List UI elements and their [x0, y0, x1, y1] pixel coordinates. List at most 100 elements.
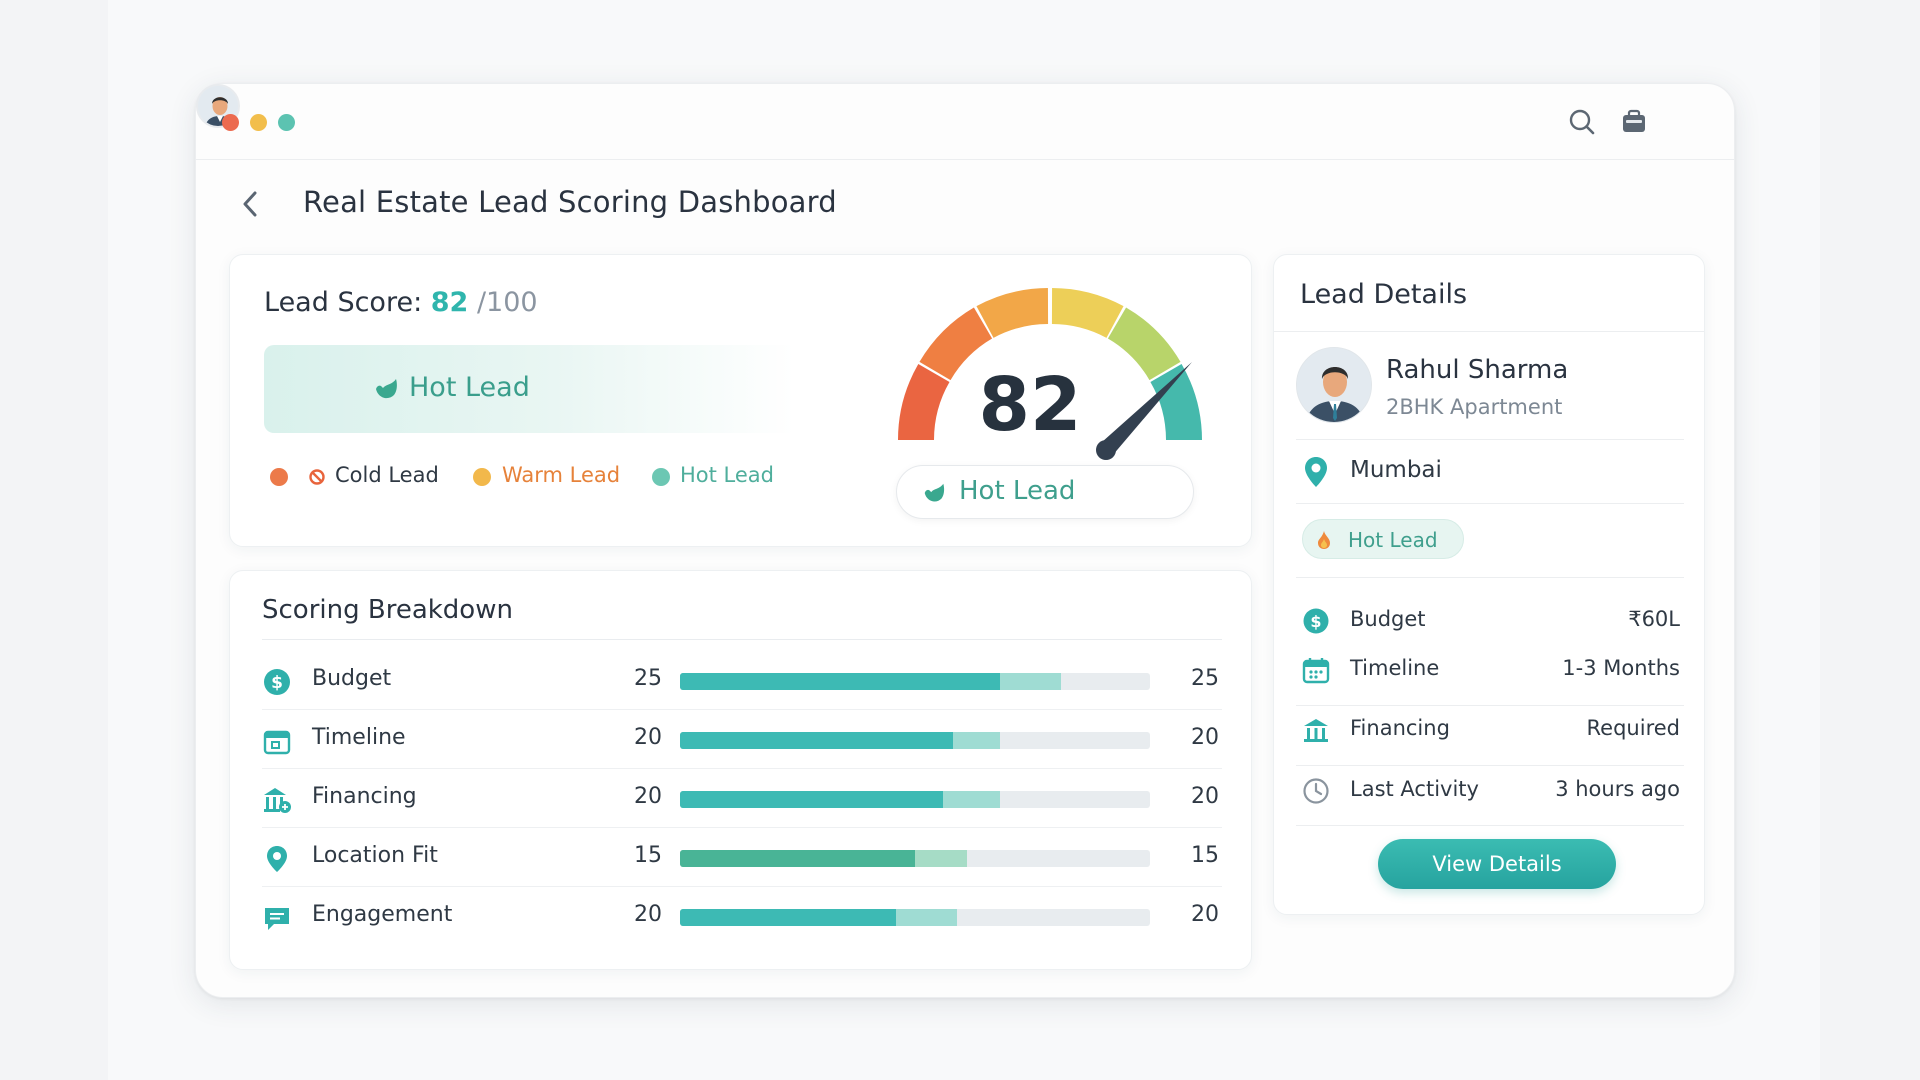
breakdown-row-financing: Financing 20 20 — [262, 769, 1222, 828]
detail-label: Last Activity — [1350, 777, 1479, 801]
lead-score-label: Lead Score: — [264, 287, 423, 318]
clock-icon — [1303, 778, 1329, 804]
breakdown-score: 20 — [634, 902, 662, 927]
breakdown-label: Engagement — [312, 902, 453, 927]
lead-score-max: /100 — [476, 287, 538, 318]
flame-icon — [1318, 531, 1330, 549]
divider — [1296, 825, 1684, 826]
lead-property: 2BHK Apartment — [1386, 395, 1563, 419]
search-icon[interactable] — [1566, 106, 1598, 138]
scoring-breakdown-title: Scoring Breakdown — [262, 595, 513, 625]
divider — [1274, 331, 1704, 332]
score-gauge: 82 — [897, 288, 1202, 460]
no-symbol-icon — [309, 469, 325, 485]
back-arrow-icon[interactable] — [236, 186, 266, 222]
chat-icon — [265, 908, 289, 930]
breakdown-score: 20 — [634, 725, 662, 750]
detail-label: Budget — [1350, 607, 1426, 631]
detail-value: 3 hours ago — [1555, 777, 1680, 801]
breakdown-max: 15 — [1191, 843, 1219, 868]
breakdown-label: Location Fit — [312, 843, 438, 868]
lead-location: Mumbai — [1350, 457, 1442, 483]
lead-avatar — [1296, 347, 1372, 423]
divider — [1296, 577, 1684, 578]
page-title: Real Estate Lead Scoring Dashboard — [303, 185, 837, 219]
user-avatar[interactable] — [196, 84, 240, 128]
detail-value: Required — [1586, 716, 1680, 740]
breakdown-score: 15 — [634, 843, 662, 868]
person-icon — [1297, 348, 1371, 422]
dollar-icon: $ — [264, 669, 290, 695]
cold-lead-dot — [270, 468, 288, 486]
breakdown-score: 20 — [634, 784, 662, 809]
hot-lead-banner-label: Hot Lead — [409, 372, 530, 403]
detail-label: Timeline — [1350, 656, 1440, 680]
breakdown-label: Timeline — [312, 725, 406, 750]
breakdown-bar-fill — [680, 850, 915, 867]
detail-row-last-activity: Last Activity 3 hours ago — [1296, 762, 1684, 822]
lead-details-title: Lead Details — [1300, 279, 1468, 310]
gauge-needle — [1096, 362, 1192, 460]
detail-row-budget: $ Budget ₹60L — [1296, 592, 1684, 652]
lead-name: Rahul Sharma — [1386, 355, 1569, 385]
divider — [1296, 503, 1684, 504]
breakdown-label: Financing — [312, 784, 417, 809]
hot-lead-badge: Hot Lead — [1302, 519, 1464, 559]
detail-row-timeline: Timeline 1-3 Months — [1296, 641, 1684, 701]
breakdown-bar — [680, 909, 1150, 926]
briefcase-icon[interactable] — [1618, 106, 1650, 138]
hot-lead-banner: Hot Lead — [264, 345, 794, 433]
lead-score-card: Lead Score: 82 /100 Hot Lead Cold Lead W… — [229, 254, 1252, 547]
breakdown-max: 25 — [1191, 666, 1219, 691]
divider — [1296, 765, 1684, 766]
divider — [1296, 705, 1684, 706]
hot-lead-badge-label: Hot Lead — [1348, 528, 1438, 552]
breakdown-row-location-fit: Location Fit 15 15 — [262, 828, 1222, 887]
hot-lead-label: Hot Lead — [680, 463, 774, 487]
maximize-window-button[interactable] — [278, 114, 295, 131]
location-pin-icon — [1305, 457, 1327, 487]
dollar-icon: $ — [1303, 608, 1329, 634]
close-window-button[interactable] — [222, 114, 239, 131]
breakdown-label: Budget — [312, 666, 392, 691]
detail-label: Financing — [1350, 716, 1450, 740]
lead-details-card: Lead Details Rahul Sharma 2BHK Apartment… — [1273, 254, 1705, 915]
gauge-value: 82 — [979, 362, 1082, 448]
detail-value: 1-3 Months — [1562, 656, 1680, 680]
breakdown-bar — [680, 673, 1150, 690]
detail-value: ₹60L — [1628, 607, 1680, 631]
breakdown-max: 20 — [1191, 725, 1219, 750]
warm-lead-dot — [473, 468, 491, 486]
breakdown-row-timeline: Timeline 20 20 — [262, 710, 1222, 769]
minimize-window-button[interactable] — [250, 114, 267, 131]
warm-lead-label: Warm Lead — [502, 463, 621, 487]
title-bar — [196, 84, 1734, 160]
breakdown-bar-fill — [680, 791, 944, 808]
svg-text:$: $ — [271, 673, 283, 693]
lead-score-value: 82 — [430, 287, 469, 318]
scoring-breakdown-card: Scoring Breakdown $ Budget 25 25 Timelin… — [229, 570, 1252, 970]
app-window: Real Estate Lead Scoring Dashboard Lead … — [195, 83, 1735, 998]
leaf-check-icon — [376, 379, 397, 399]
detail-row-financing: Financing Required — [1296, 701, 1684, 761]
breakdown-max: 20 — [1191, 784, 1219, 809]
breakdown-bar — [680, 732, 1150, 749]
leaf-check-icon — [924, 483, 945, 502]
breakdown-score: 25 — [634, 666, 662, 691]
location-pin-icon — [267, 846, 287, 872]
cold-lead-label: Cold Lead — [335, 463, 439, 487]
svg-text:$: $ — [1310, 612, 1321, 631]
gauge-status-label: Hot Lead — [959, 476, 1076, 506]
breakdown-row-budget: $ Budget 25 25 — [262, 651, 1222, 710]
breakdown-bar-fill — [680, 673, 1000, 690]
breakdown-bar — [680, 791, 1150, 808]
divider — [1296, 439, 1684, 440]
gauge-arc — [897, 288, 1202, 441]
breakdown-bar-fill — [680, 909, 897, 926]
hot-lead-dot — [652, 468, 670, 486]
bank-icon — [1304, 719, 1328, 742]
breakdown-bar-fill — [680, 732, 953, 749]
view-details-button[interactable]: View Details — [1378, 839, 1616, 889]
divider — [262, 639, 1222, 640]
gauge-status-pill: Hot Lead — [896, 465, 1194, 519]
